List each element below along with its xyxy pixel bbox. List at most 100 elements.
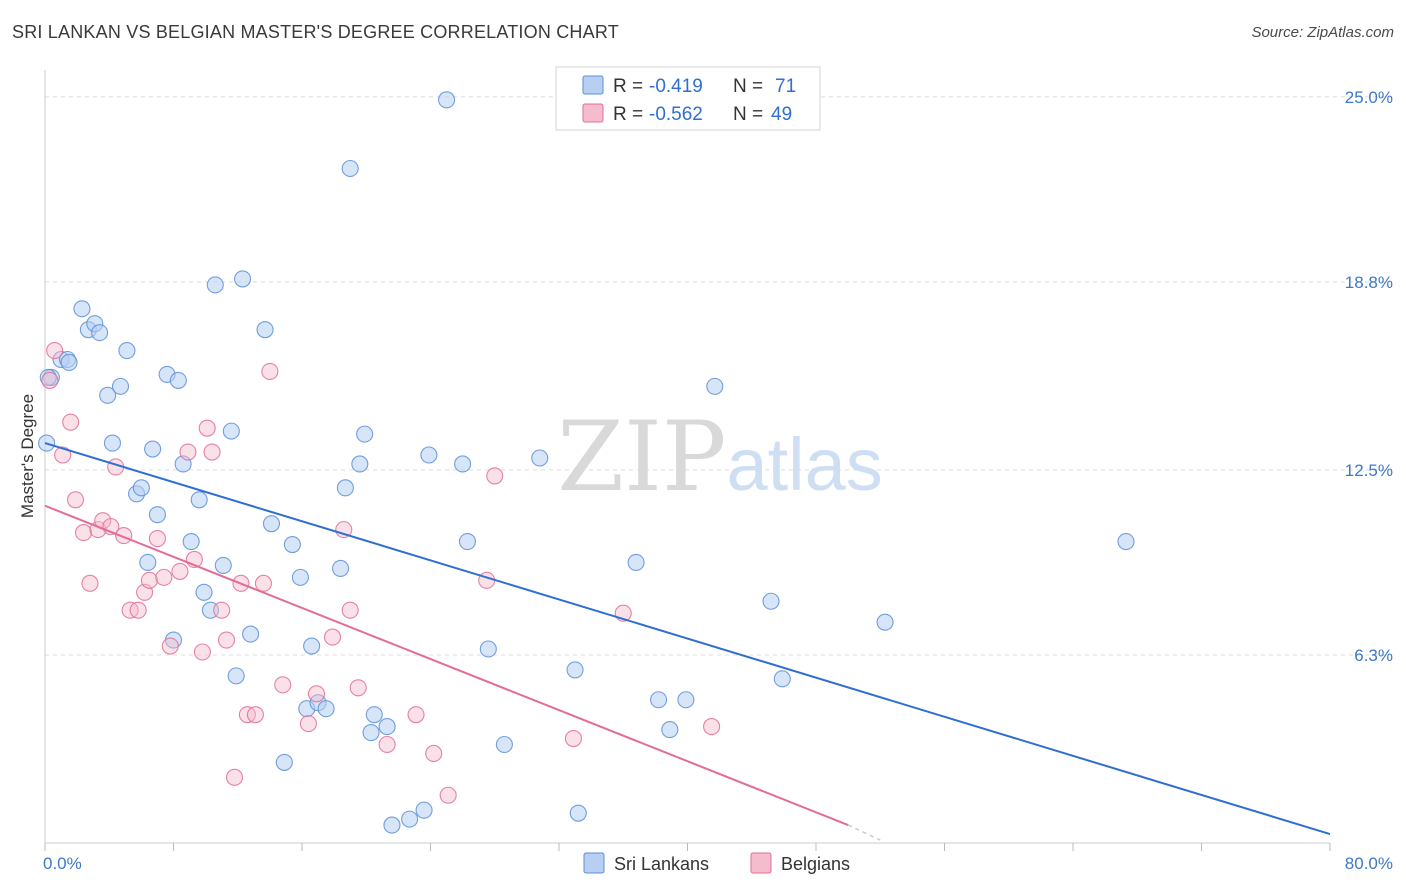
srilankan-point-40 bbox=[331, 559, 350, 577]
belgian-point-22 bbox=[193, 643, 211, 661]
y-tick-label-1: 12.5% bbox=[1345, 461, 1393, 480]
belgian-point-0 bbox=[41, 371, 59, 389]
srilankan-point-63 bbox=[677, 691, 695, 709]
points bbox=[38, 91, 1135, 834]
srilankan-point-21 bbox=[182, 533, 200, 551]
series-legend: Sri Lankans Belgians bbox=[583, 852, 850, 874]
srilankan-point-37 bbox=[303, 637, 321, 655]
srilankan-point-62 bbox=[661, 721, 679, 739]
bottom-swatch-srilankans bbox=[583, 852, 605, 874]
belgian-point-19 bbox=[171, 562, 189, 580]
srilankan-point-45 bbox=[362, 724, 380, 742]
srilankan-point-32 bbox=[262, 515, 281, 533]
legend-swatch-srilankans bbox=[582, 75, 604, 95]
belgian-trend-extension bbox=[847, 824, 881, 841]
srilankan-point-68 bbox=[1117, 533, 1135, 551]
srilankan-point-59 bbox=[569, 804, 587, 822]
bottom-legend-srilankans: Sri Lankans bbox=[614, 854, 709, 874]
x-tick-label-max: 80.0% bbox=[1345, 854, 1393, 873]
belgian-point-2 bbox=[54, 446, 72, 464]
srilankan-point-15 bbox=[144, 440, 162, 458]
srilankan-point-39 bbox=[317, 700, 335, 718]
srilankan-point-50 bbox=[415, 801, 433, 819]
srilankan-point-19 bbox=[169, 371, 187, 389]
belgian-point-27 bbox=[225, 768, 244, 786]
srilankan-point-42 bbox=[341, 159, 359, 178]
belgian-point-17 bbox=[155, 568, 173, 586]
srilankan-point-53 bbox=[454, 455, 472, 473]
belgian-point-15 bbox=[140, 571, 158, 589]
belgian-point-31 bbox=[254, 574, 273, 592]
belgian-point-36 bbox=[323, 628, 342, 646]
belgian-point-13 bbox=[129, 601, 147, 619]
srilankan-point-29 bbox=[234, 270, 252, 288]
srilankan-point-67 bbox=[876, 613, 894, 631]
y-tick-label-3: 25.0% bbox=[1345, 88, 1393, 107]
srilankan-point-28 bbox=[227, 667, 245, 685]
grid bbox=[45, 96, 1392, 656]
belgian-point-1 bbox=[46, 341, 64, 360]
y-tick-label-2: 18.8% bbox=[1345, 273, 1393, 292]
watermark: ZIPatlas bbox=[557, 401, 883, 513]
srilankan-point-48 bbox=[383, 816, 401, 834]
legend-r-value-srilankans: -0.419 bbox=[649, 76, 703, 97]
legend-n-value-srilankans: 71 bbox=[775, 76, 796, 97]
srilankan-point-41 bbox=[336, 479, 354, 497]
y-tick-label-0: 6.3% bbox=[1354, 646, 1393, 665]
srilankan-point-25 bbox=[206, 276, 224, 294]
belgian-point-38 bbox=[341, 601, 359, 619]
legend-n-label-belgians: N = bbox=[733, 104, 763, 125]
srilankan-point-49 bbox=[401, 810, 419, 828]
y-axis-title: Master's Degree bbox=[18, 394, 37, 518]
srilankan-point-33 bbox=[275, 753, 293, 771]
srilankan-point-27 bbox=[222, 422, 240, 440]
trend-lines bbox=[44, 442, 1331, 841]
srilankan-point-65 bbox=[762, 592, 780, 610]
belgian-trend-line bbox=[44, 504, 849, 827]
belgian-point-34 bbox=[299, 715, 317, 733]
belgian-point-18 bbox=[161, 637, 179, 655]
belgian-point-4 bbox=[66, 491, 85, 509]
belgian-point-39 bbox=[349, 679, 367, 697]
legend-n-value-belgians: 49 bbox=[771, 104, 792, 125]
srilankan-trend-line bbox=[44, 442, 1331, 836]
srilankan-point-26 bbox=[214, 556, 232, 574]
belgian-point-40 bbox=[378, 735, 396, 754]
bottom-swatch-belgians bbox=[750, 852, 772, 874]
belgian-point-32 bbox=[261, 362, 279, 380]
belgian-point-25 bbox=[213, 601, 231, 619]
srilankan-point-54 bbox=[458, 533, 476, 551]
srilankan-point-64 bbox=[706, 377, 724, 395]
belgian-point-41 bbox=[407, 706, 425, 724]
belgian-point-3 bbox=[62, 413, 80, 431]
stats-legend: R = -0.419 N = 71 R = -0.562 N = 49 bbox=[555, 66, 821, 131]
legend-r-value-belgians: -0.562 bbox=[649, 104, 703, 125]
tick-labels: 6.3% 12.5% 18.8% 25.0% 0.0% 80.0% bbox=[43, 88, 1393, 873]
srilankan-point-31 bbox=[256, 321, 274, 339]
bottom-legend-belgians: Belgians bbox=[781, 854, 850, 874]
belgian-point-23 bbox=[198, 419, 216, 437]
srilankan-point-34 bbox=[283, 535, 301, 554]
watermark-atlas: atlas bbox=[726, 423, 882, 506]
legend-r-label-belgians: R = bbox=[613, 104, 643, 125]
srilankan-point-61 bbox=[650, 691, 668, 709]
belgian-point-6 bbox=[81, 574, 99, 592]
srilankan-point-56 bbox=[495, 735, 513, 754]
belgian-point-24 bbox=[203, 443, 221, 461]
srilankan-point-57 bbox=[531, 449, 549, 467]
srilankan-point-7 bbox=[91, 324, 109, 342]
srilankan-point-60 bbox=[627, 553, 645, 572]
srilankan-point-44 bbox=[356, 425, 374, 443]
srilankan-point-43 bbox=[351, 455, 369, 473]
x-tick-label-min: 0.0% bbox=[43, 854, 82, 873]
chart-title: SRI LANKAN VS BELGIAN MASTER'S DEGREE CO… bbox=[12, 22, 619, 42]
belgian-point-26 bbox=[217, 631, 236, 649]
srilankan-point-47 bbox=[378, 718, 396, 736]
belgian-point-16 bbox=[148, 530, 166, 548]
srilankan-point-52 bbox=[438, 91, 456, 109]
belgian-point-43 bbox=[439, 786, 457, 804]
srilankan-point-14 bbox=[139, 553, 157, 572]
srilankan-point-30 bbox=[242, 625, 260, 643]
watermark-zip: ZIP bbox=[557, 401, 726, 513]
